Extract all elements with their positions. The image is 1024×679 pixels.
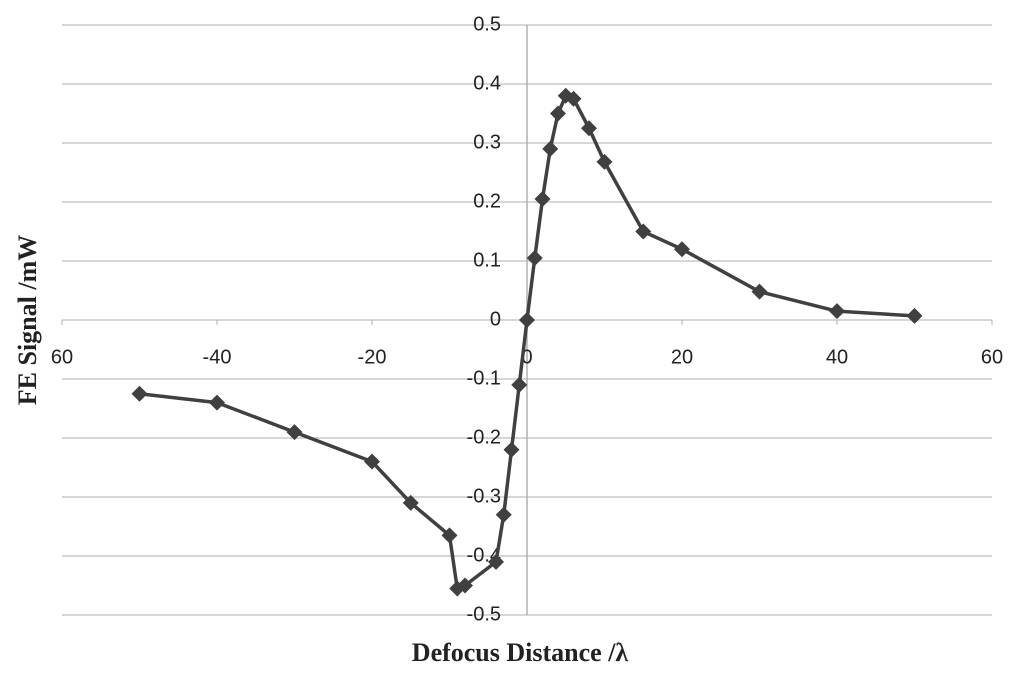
y-tick-label: -0.1	[467, 367, 501, 389]
data-point	[581, 120, 597, 137]
data-point	[635, 223, 652, 240]
data-point	[503, 441, 520, 458]
data-point	[906, 307, 923, 324]
data-point	[534, 191, 551, 208]
data-point	[542, 140, 559, 157]
x-tick-label: 60	[981, 346, 1003, 368]
y-tick-label: 0.4	[473, 72, 501, 94]
data-point	[402, 494, 419, 511]
data-point	[364, 453, 380, 470]
x-tick-label: 60	[51, 346, 73, 368]
x-tick-label: 20	[671, 346, 693, 368]
data-point	[550, 105, 566, 122]
y-tick-label: 0.2	[473, 190, 501, 212]
data-point	[674, 241, 690, 258]
x-tick-label: 0	[521, 346, 532, 368]
data-point	[457, 577, 473, 594]
data-point	[751, 283, 768, 300]
data-point	[131, 385, 148, 402]
y-tick-label: 0	[490, 308, 501, 330]
data-point	[488, 553, 504, 570]
x-tick-label: -40	[203, 346, 232, 368]
data-point	[209, 394, 225, 411]
data-point	[441, 527, 458, 544]
y-tick-label: 0.1	[473, 249, 501, 271]
y-tick-label: 0.3	[473, 131, 501, 153]
data-point	[829, 303, 845, 320]
y-tick-label: -0.5	[467, 603, 501, 625]
x-axis-label: Defocus Distance /λ	[412, 638, 629, 667]
data-point	[286, 424, 303, 441]
data-point	[596, 153, 613, 170]
data-point	[565, 90, 582, 107]
x-tick-label: -20	[358, 346, 387, 368]
y-axis-label: FE Signal /mW	[13, 235, 42, 405]
x-tick-label: 40	[826, 346, 848, 368]
data-point	[495, 506, 512, 523]
data-line	[139, 94, 915, 591]
y-tick-label: 0.5	[473, 13, 501, 35]
data-point	[511, 376, 528, 393]
y-tick-label: -0.2	[467, 426, 501, 448]
data-point	[519, 312, 535, 328]
y-tick-label: -0.3	[467, 485, 501, 507]
data-point	[526, 250, 543, 267]
